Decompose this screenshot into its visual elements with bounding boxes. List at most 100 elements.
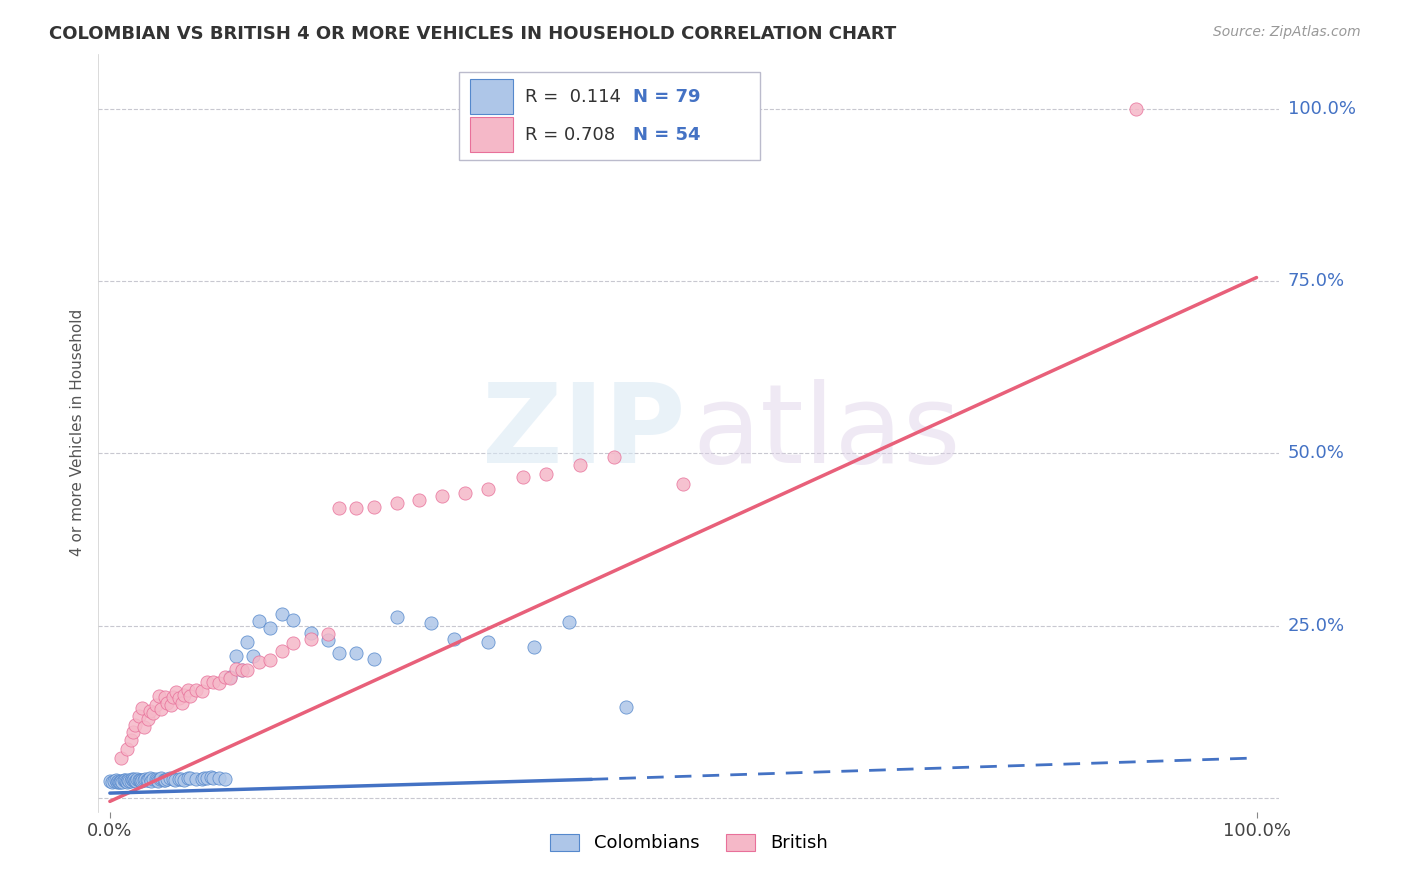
- Point: [179, 690, 201, 704]
- Point: [219, 671, 242, 685]
- Point: [134, 720, 156, 734]
- Text: COLOMBIAN VS BRITISH 4 OR MORE VEHICLES IN HOUSEHOLD CORRELATION CHART: COLOMBIAN VS BRITISH 4 OR MORE VEHICLES …: [49, 25, 897, 43]
- Point: [236, 664, 259, 678]
- Point: [283, 613, 305, 627]
- Text: atlas: atlas: [693, 379, 960, 486]
- Point: [124, 773, 146, 788]
- Point: [142, 706, 165, 720]
- Point: [121, 725, 143, 739]
- Point: [167, 691, 190, 706]
- Point: [145, 698, 167, 712]
- Point: [153, 690, 176, 705]
- Point: [242, 648, 264, 663]
- Point: [231, 663, 253, 677]
- Point: [125, 774, 148, 789]
- Point: [112, 773, 135, 788]
- Point: [1125, 102, 1147, 116]
- Point: [534, 467, 557, 481]
- Point: [672, 477, 695, 491]
- Point: [614, 699, 637, 714]
- Point: [136, 712, 159, 726]
- Text: R = 0.708: R = 0.708: [524, 126, 614, 144]
- Point: [172, 696, 194, 710]
- Point: [136, 773, 159, 788]
- Point: [569, 458, 592, 473]
- Point: [131, 772, 153, 787]
- Point: [173, 689, 195, 703]
- Point: [150, 772, 173, 786]
- Point: [299, 632, 322, 646]
- Point: [214, 772, 236, 786]
- Text: R =  0.114: R = 0.114: [524, 87, 621, 106]
- Point: [128, 773, 150, 788]
- Point: [236, 635, 259, 649]
- Point: [173, 772, 195, 787]
- Point: [177, 771, 200, 785]
- Point: [121, 772, 143, 787]
- Point: [156, 772, 179, 786]
- Point: [385, 496, 408, 510]
- Point: [118, 773, 141, 788]
- Legend: Colombians, British: Colombians, British: [543, 826, 835, 860]
- Point: [167, 772, 190, 786]
- Point: [247, 614, 270, 628]
- Point: [208, 676, 231, 690]
- Point: [110, 751, 132, 765]
- Point: [316, 632, 339, 647]
- Point: [115, 773, 138, 788]
- Y-axis label: 4 or more Vehicles in Household: 4 or more Vehicles in Household: [70, 309, 86, 557]
- Point: [190, 684, 212, 698]
- Point: [184, 683, 207, 698]
- Point: [129, 774, 152, 789]
- Point: [149, 772, 172, 787]
- Point: [219, 670, 242, 684]
- Point: [108, 775, 131, 789]
- Point: [193, 771, 215, 785]
- FancyBboxPatch shape: [458, 72, 759, 160]
- Text: 25.0%: 25.0%: [1288, 616, 1346, 634]
- Point: [162, 772, 184, 787]
- Point: [184, 772, 207, 786]
- Text: N = 79: N = 79: [634, 87, 702, 106]
- Point: [131, 700, 153, 714]
- Point: [145, 772, 167, 786]
- Point: [512, 470, 534, 484]
- Point: [120, 774, 142, 789]
- Point: [385, 610, 408, 624]
- Point: [259, 621, 281, 635]
- Point: [165, 773, 187, 788]
- Point: [152, 772, 174, 787]
- Point: [128, 772, 150, 787]
- Point: [208, 771, 231, 785]
- Point: [363, 652, 385, 666]
- Point: [328, 646, 350, 660]
- Point: [344, 646, 367, 660]
- Point: [202, 771, 225, 785]
- Text: Source: ZipAtlas.com: Source: ZipAtlas.com: [1213, 25, 1361, 39]
- Point: [146, 772, 169, 787]
- Point: [101, 775, 124, 789]
- Point: [107, 774, 129, 789]
- Point: [454, 486, 477, 500]
- Point: [150, 702, 173, 716]
- Point: [139, 704, 162, 718]
- Point: [195, 772, 218, 786]
- Point: [165, 685, 187, 699]
- Point: [443, 632, 465, 647]
- Point: [557, 615, 579, 630]
- Point: [104, 772, 127, 787]
- Point: [156, 696, 179, 710]
- Point: [162, 690, 184, 705]
- Point: [115, 741, 138, 756]
- Point: [299, 626, 322, 640]
- Point: [603, 450, 626, 464]
- Point: [190, 772, 212, 787]
- Point: [523, 640, 546, 655]
- Point: [270, 607, 292, 621]
- Point: [477, 483, 499, 497]
- Point: [170, 772, 193, 787]
- Point: [98, 773, 121, 788]
- Point: [477, 635, 499, 649]
- Point: [231, 663, 253, 677]
- Point: [225, 662, 247, 676]
